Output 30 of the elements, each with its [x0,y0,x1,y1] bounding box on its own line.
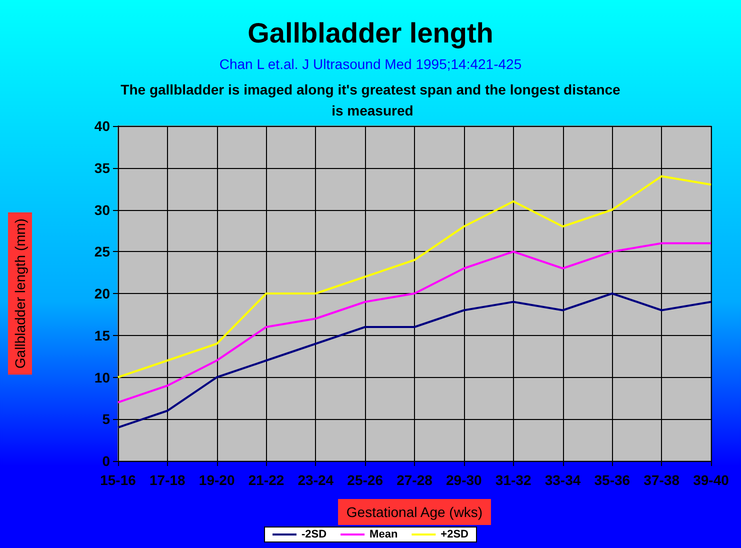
x-tick-label: 21-22 [248,472,284,488]
x-tick-label: 17-18 [150,472,186,488]
chart-title: Gallbladder length [248,18,494,48]
chart-subtitle: Chan L et.al. J Ultrasound Med 1995;14:421-425 [219,56,522,72]
text: The gallbladder is imaged along it's greatest span and the longest distance is measured [120,82,621,118]
x-tick-label: 31-32 [495,472,532,488]
y-tick-label: 40 [94,118,110,134]
x-tick-label: 19-20 [198,472,235,488]
x-tick-label: 27-28 [396,472,433,488]
x-tick-label: 29-30 [446,472,482,488]
y-tick-label: 15 [94,327,110,344]
y-tick-label: 25 [94,244,110,260]
x-tick-label: 35-36 [594,472,630,488]
x-tick-label: 15-16 [100,472,136,488]
legend-label: Mean [370,528,398,540]
y-tick-label: 5 [102,411,110,428]
x-tick-label: 37-38 [644,472,680,488]
y-axis-title: Gallbladder length (mm) [12,218,28,369]
y-tick-label: 35 [94,160,110,176]
legend-label: +2SD [440,528,469,540]
x-tick-label: 39-40 [693,472,730,488]
legend-label: -2SD [302,528,327,540]
x-tick-label: 23-24 [298,472,334,488]
x-axis-title: Gestational Age (wks) [346,504,483,520]
y-tick-label: 20 [94,286,110,302]
y-tick-label: 10 [94,369,110,386]
y-tick-label: 30 [94,202,110,218]
y-tick-label: 0 [102,453,110,469]
x-tick-label: 25-26 [347,472,384,488]
x-tick-label: 33-34 [544,472,581,488]
